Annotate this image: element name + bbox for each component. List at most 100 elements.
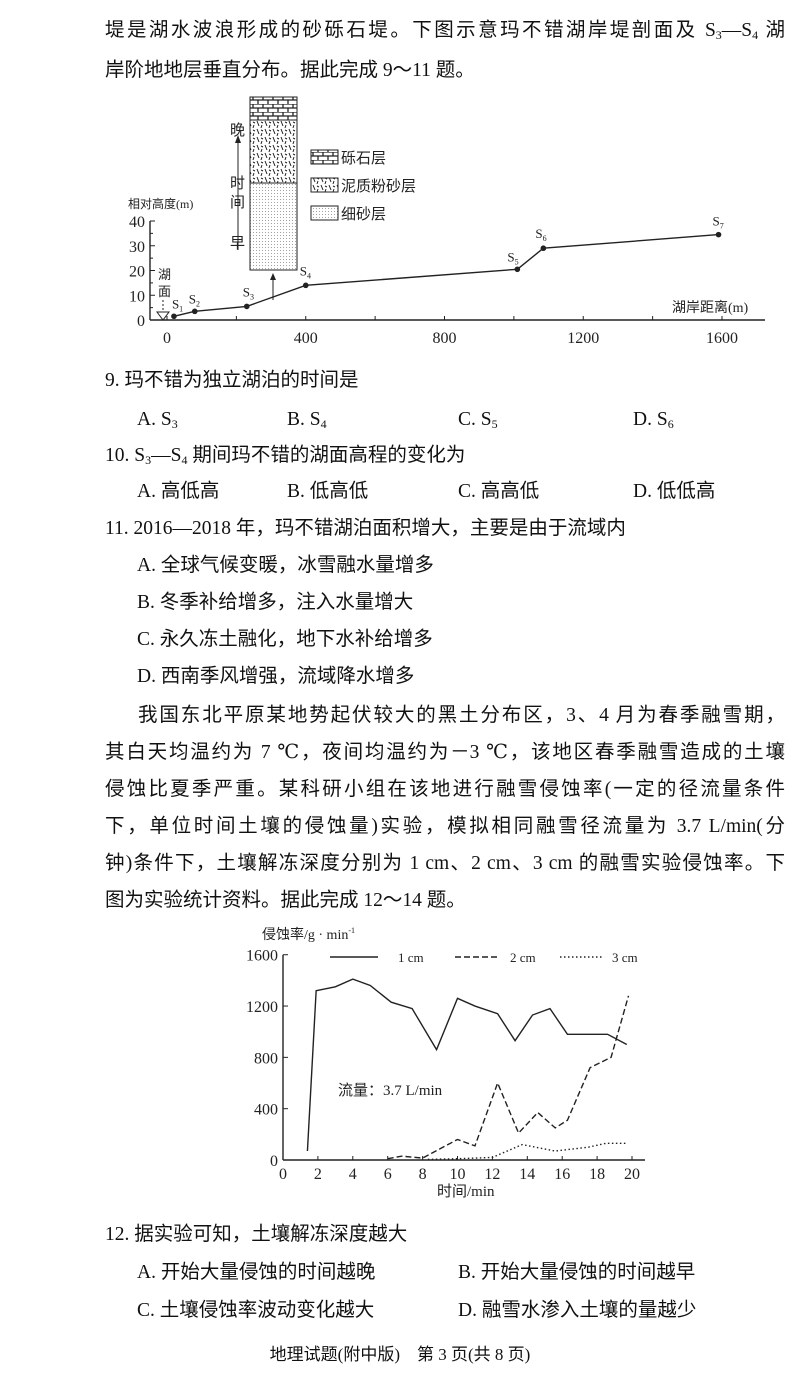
time-label: 时: [230, 175, 245, 192]
point-label: S4: [300, 263, 311, 280]
q12-option-b[interactable]: B. 开始大量侵蚀的时间越早: [458, 1262, 696, 1283]
y-tick-label: 1600: [246, 948, 278, 965]
lake-label-1: 湖: [158, 267, 171, 282]
time-label: 间: [230, 194, 245, 211]
point-label-sub: 1: [179, 304, 183, 313]
legend-swatch-dashes: [310, 177, 339, 193]
text: —S: [721, 20, 753, 41]
point-label-letter: S: [172, 296, 179, 311]
fine-sand-layer: [249, 182, 298, 271]
point-label-letter: S: [713, 214, 720, 229]
y-axis-label-sup: -1: [348, 926, 355, 935]
text: 湖: [758, 20, 785, 41]
q10-option-a[interactable]: A. 高低高: [137, 481, 220, 502]
intro2-line2: 其白天均温约为 7 ℃，夜间均温约为－3 ℃，该地区春季融雪造成的土壤: [105, 742, 785, 763]
point-label-letter: S: [243, 284, 250, 299]
text: 10. S: [105, 445, 146, 466]
point-label-letter: S: [535, 226, 542, 241]
page-footer: 地理试题(附中版) 第 3 页(共 8 页): [269, 1345, 531, 1364]
point-S6: [540, 245, 547, 252]
q12-stem: 12. 据实验可知，土壤解冻深度越大: [105, 1224, 408, 1245]
y-tick-label: 40: [129, 214, 145, 231]
series-line-1cm: [306, 978, 628, 1152]
point-label-letter: S: [300, 263, 307, 278]
point-S5: [514, 266, 521, 273]
text: 堤是湖水波浪形成的砂砾石堤。下图示意玛不错湖岸堤剖面及 S: [105, 20, 716, 41]
x-tick-label: 400: [294, 330, 318, 345]
point-S2: [191, 308, 198, 315]
legend-label: 泥质粉砂层: [341, 178, 416, 195]
q10-option-c[interactable]: C. 高高低: [458, 481, 540, 502]
intro2-line4: 下，单位时间土壤的侵蚀量)实验，模拟相同融雪径流量为 3.7 L/min(分: [105, 816, 785, 837]
point-label-letter: S: [507, 249, 514, 264]
sub: 3: [171, 417, 178, 431]
x-tick-label: 8: [419, 1166, 427, 1183]
sub: 4: [752, 28, 759, 42]
gravel-layer: [249, 96, 298, 121]
y-axis-label: 相对高度(m): [128, 196, 193, 211]
q12-option-d[interactable]: D. 融雪水渗入土壤的量越少: [458, 1300, 697, 1321]
x-tick-label: 10: [450, 1166, 466, 1183]
x-tick-label: 1600: [706, 330, 738, 345]
q9-option-b[interactable]: B. S4: [287, 407, 327, 437]
q9-option-d[interactable]: D. S6: [633, 407, 674, 437]
legend-label: 1 cm: [398, 950, 424, 965]
sub: 3: [715, 28, 722, 42]
sub: 6: [667, 417, 674, 431]
point-label-letter: S: [189, 291, 196, 306]
water-level-icon: [156, 311, 170, 321]
intro2-line1: 我国东北平原某地势起伏较大的黑土分布区，3、4 月为春季融雪期，: [138, 705, 785, 726]
y-tick-label: 1200: [246, 999, 278, 1016]
q9-option-c[interactable]: C. S5: [458, 407, 498, 437]
y-tick-label: 30: [129, 239, 145, 256]
erosion-rate-chart: 0 400 800 1200 1600 0 2 4 6 8 10 12 14 16 18 20 侵蚀率/g · …: [246, 926, 645, 1200]
intro1-line1: 堤是湖水波浪形成的砂砾石堤。下图示意玛不错湖岸堤剖面及 S3—S4 湖: [105, 18, 785, 48]
x-tick-label: 800: [433, 330, 457, 345]
q10-option-b[interactable]: B. 低高低: [287, 481, 369, 502]
legend-swatch-dots: [310, 205, 339, 221]
point-S1: [171, 313, 177, 320]
q11-option-c[interactable]: C. 永久冻土融化，地下水补给增多: [137, 629, 433, 650]
q12-option-a[interactable]: A. 开始大量侵蚀的时间越晚: [137, 1262, 376, 1283]
point-S3: [243, 303, 250, 310]
x-tick-label: 2: [314, 1166, 322, 1183]
y-tick-label: 0: [137, 313, 145, 330]
y-axis-label-text: 侵蚀率/g · min: [262, 926, 348, 943]
arrow-up-icon: [235, 135, 241, 143]
intro2-line5: 钟)条件下，土壤解冻深度分别为 1 cm、2 cm、3 cm 的融雪实验侵蚀率。…: [105, 853, 785, 874]
y-tick-label: 20: [129, 264, 145, 281]
x-tick-label: 4: [349, 1166, 357, 1183]
y-axis-label: 侵蚀率/g · min-1: [262, 926, 355, 943]
intro2-line6: 图为实验统计资料。据此完成 12～14 题。: [105, 890, 466, 911]
y-tick-label: 0: [270, 1153, 278, 1170]
x-tick-label: 0: [279, 1166, 287, 1183]
point-S4: [302, 282, 309, 289]
q11-option-d[interactable]: D. 西南季风增强，流域降水增多: [137, 666, 415, 687]
intro2-line3: 侵蚀比夏季严重。某科研小组在该地进行融雪侵蚀率(一定的径流量条件: [105, 779, 785, 800]
q11-stem: 11. 2016—2018 年，玛不错湖泊面积增大，主要是由于流域内: [105, 518, 626, 539]
point-label: S2: [189, 291, 200, 308]
intro1-line2: 岸阶地地层垂直分布。据此完成 9～11 题。: [105, 60, 475, 81]
point-label: S3: [243, 284, 254, 301]
q9-option-a[interactable]: A. S3: [137, 407, 178, 437]
arrow-up-icon: [270, 273, 276, 280]
q11-option-b[interactable]: B. 冬季补给增多，注入水量增大: [137, 592, 414, 613]
legend-label: 砾石层: [341, 150, 386, 167]
q10-option-d[interactable]: D. 低低高: [633, 481, 716, 502]
point-label-sub: 3: [250, 292, 254, 301]
x-tick-label: 18: [589, 1166, 605, 1183]
q11-option-a[interactable]: A. 全球气候变暖，冰雪融水量增多: [137, 555, 434, 576]
x-tick-label: 20: [624, 1166, 640, 1183]
legend-label: 3 cm: [612, 950, 638, 965]
x-tick-label: 0: [163, 330, 171, 345]
silt-layer: [249, 119, 298, 184]
x-tick-label: 6: [384, 1166, 392, 1183]
x-tick-label: 1200: [567, 330, 599, 345]
q12-option-c[interactable]: C. 土壤侵蚀率波动变化越大: [137, 1300, 375, 1321]
text: B. S: [287, 409, 321, 430]
text: D. S: [633, 409, 668, 430]
y-tick-label: 800: [254, 1050, 278, 1067]
x-axis-label: 湖岸距离(m): [672, 299, 749, 316]
sub: 4: [320, 417, 327, 431]
